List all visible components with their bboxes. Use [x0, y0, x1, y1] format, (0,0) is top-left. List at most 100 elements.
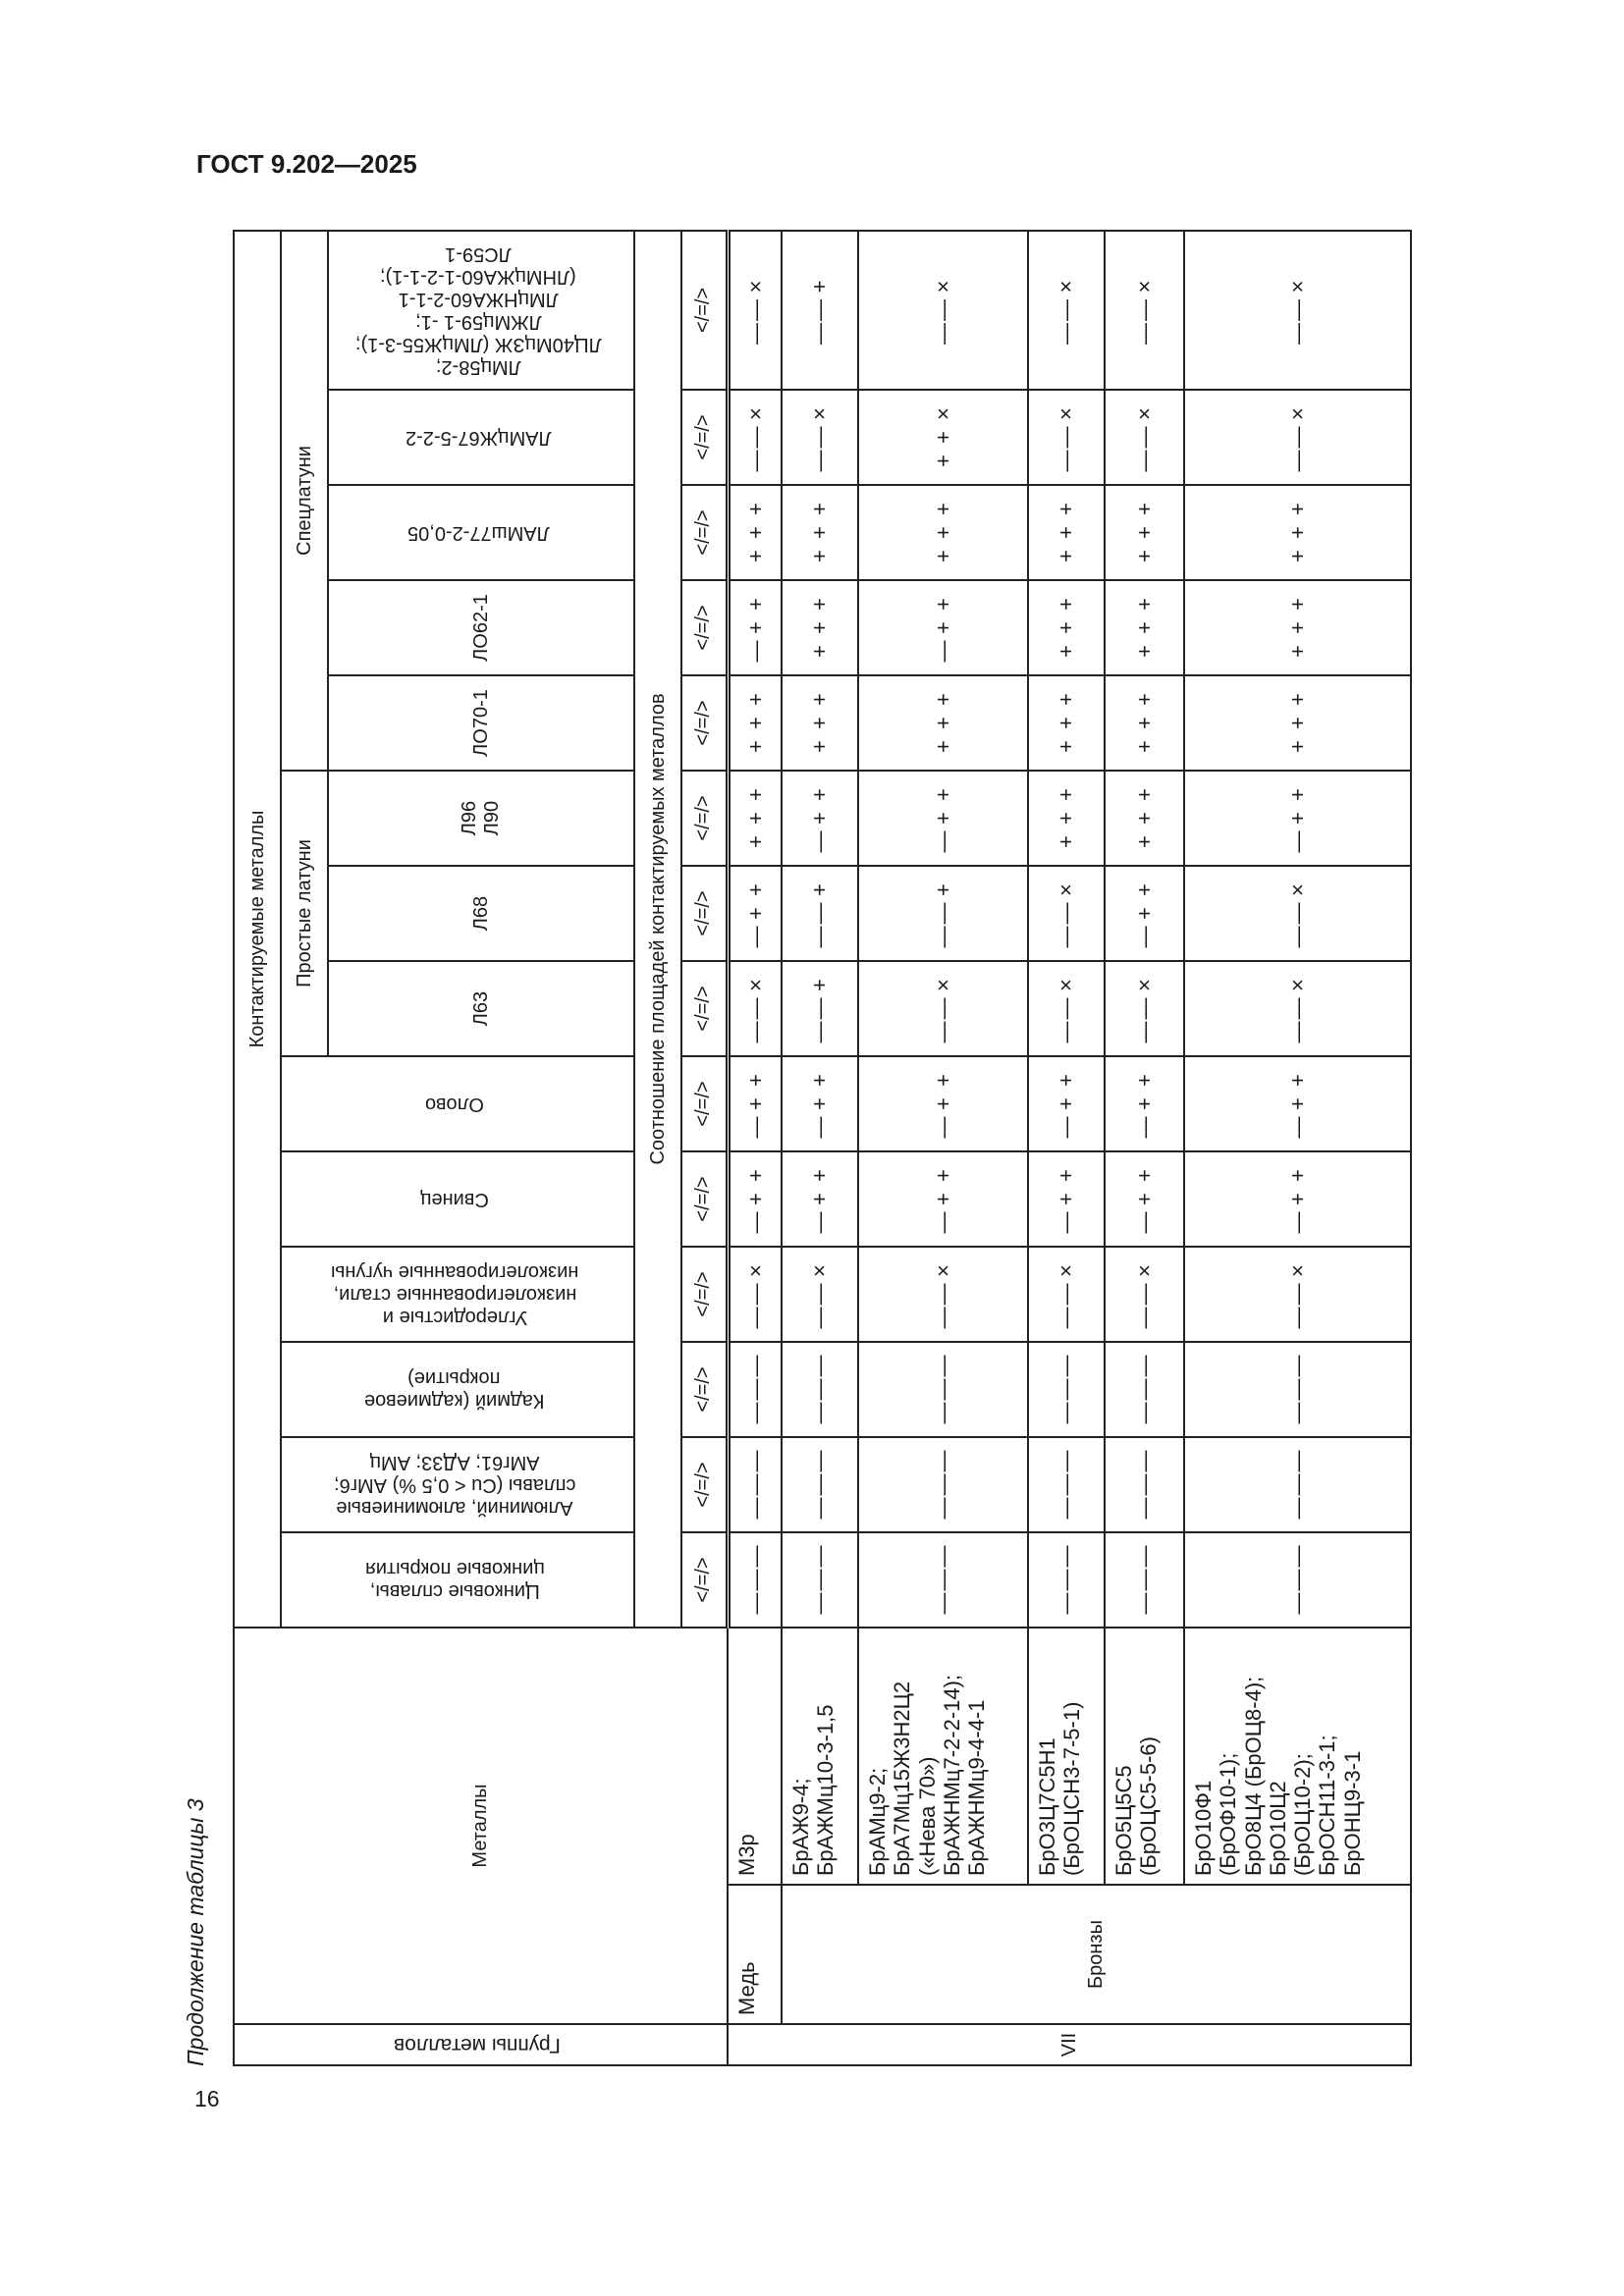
- equal-ratio-symbol: +: [1284, 812, 1310, 825]
- column-header: ЛМц58-2; ЛЦ40МцЗЖ (ЛМцЖ55-3-1); ЛЖМц59-1…: [328, 230, 634, 390]
- greater-ratio-symbol: +: [930, 1169, 955, 1182]
- equal-ratio-symbol: +: [930, 621, 955, 634]
- greater-ratio-symbol: —: [1284, 1450, 1310, 1472]
- less-ratio-symbol: —: [807, 830, 833, 853]
- column-header-text: ЛАМцЖ67-5-2-2: [405, 427, 552, 449]
- column-header: Олово: [281, 1056, 634, 1151]
- less-ratio-symbol: —: [742, 450, 768, 472]
- column-header-text: Л63: [469, 990, 492, 1027]
- compatibility-cell: —— ×: [1184, 1247, 1411, 1342]
- compatibility-cell: —— ×: [1105, 1247, 1184, 1342]
- less-ratio-symbol: —: [930, 926, 955, 948]
- less-ratio-symbol: —: [1054, 926, 1079, 948]
- greater-ratio-symbol: ×: [1054, 979, 1079, 991]
- metal-name: БрО3Ц7С5Н1 (БрОЦСН3-7-5-1): [1028, 1628, 1105, 1885]
- less-ratio-symbol: +: [1284, 645, 1310, 658]
- equal-ratio-symbol: —: [1054, 298, 1079, 321]
- compatibility-cell: ———: [858, 1342, 1028, 1437]
- greater-ratio-symbol: +: [930, 503, 955, 515]
- greater-ratio-symbol: —: [742, 1545, 768, 1568]
- compatibility-cell: + + +: [728, 675, 782, 771]
- greater-ratio-symbol: ×: [742, 280, 768, 294]
- equal-ratio-symbol: +: [1284, 621, 1310, 634]
- less-ratio-symbol: —: [807, 1211, 833, 1234]
- compatibility-cell: —— ×: [1184, 230, 1411, 390]
- greater-ratio-symbol: +: [1054, 788, 1079, 801]
- greater-ratio-symbol: +: [742, 503, 768, 515]
- equal-ratio-symbol: +: [742, 717, 768, 729]
- less-ratio-symbol: +: [807, 740, 833, 753]
- less-ratio-symbol: —: [807, 1592, 833, 1615]
- less-ratio-symbol: +: [1131, 645, 1157, 658]
- less-ratio-symbol: —: [1131, 1116, 1157, 1139]
- ratio-symbol-header-text: </=/>: [692, 1176, 715, 1222]
- column-header-text: Углеродистые и низколегированные стали, …: [330, 1261, 579, 1328]
- column-header-text: ЛО70-1: [469, 689, 492, 757]
- compatibility-cell: ———: [1028, 1532, 1105, 1628]
- less-ratio-symbol: —: [1131, 1402, 1157, 1424]
- ratio-symbol-header-text: </=/>: [692, 1271, 715, 1317]
- greater-ratio-symbol: —: [742, 1355, 768, 1377]
- less-ratio-symbol: —: [807, 1116, 833, 1139]
- greater-ratio-symbol: +: [742, 883, 768, 896]
- equal-ratio-symbol: —: [807, 1473, 833, 1496]
- greater-ratio-symbol: +: [807, 883, 833, 896]
- less-ratio-symbol: —: [1131, 450, 1157, 472]
- greater-ratio-symbol: +: [1284, 693, 1310, 706]
- greater-ratio-symbol: +: [1131, 598, 1157, 611]
- column-header-text: Олово: [425, 1094, 484, 1115]
- compatibility-cell: + + +: [782, 485, 858, 580]
- greater-ratio-symbol: +: [807, 1169, 833, 1182]
- greater-ratio-symbol: —: [1054, 1545, 1079, 1568]
- greater-ratio-symbol: +: [1131, 503, 1157, 515]
- compatibility-cell: — + +: [1105, 1151, 1184, 1247]
- compatibility-cell: ———: [1105, 1532, 1184, 1628]
- less-ratio-symbol: —: [930, 1497, 955, 1520]
- greater-ratio-symbol: +: [742, 598, 768, 611]
- compatibility-cell: — + +: [1028, 1056, 1105, 1151]
- compatibility-cell: —— ×: [782, 1247, 858, 1342]
- equal-ratio-symbol: —: [1131, 1569, 1157, 1591]
- greater-ratio-symbol: +: [742, 1169, 768, 1182]
- column-header-text: Л68: [469, 895, 492, 932]
- equal-ratio-symbol: +: [807, 717, 833, 729]
- ratio-symbol-header: </=/>: [681, 1151, 728, 1247]
- compatibility-cell: —— ×: [858, 961, 1028, 1056]
- less-ratio-symbol: —: [742, 1402, 768, 1424]
- equal-ratio-symbol: +: [1054, 1097, 1079, 1110]
- metal-name: БрАМц9-2; БрА7Мц15Ж3Н2Ц2 («Нева 70») БрА…: [858, 1628, 1028, 1885]
- equal-ratio-symbol: —: [1284, 1473, 1310, 1496]
- metal-name-text: М3р: [734, 1834, 759, 1876]
- less-ratio-symbol: —: [1284, 1592, 1310, 1615]
- compatibility-cell: —— ×: [728, 961, 782, 1056]
- column-header: Свинец: [281, 1151, 634, 1247]
- less-ratio-symbol: —: [807, 926, 833, 948]
- greater-ratio-symbol: +: [1054, 1074, 1079, 1087]
- less-ratio-symbol: —: [930, 1021, 955, 1043]
- ratio-symbol-header: </=/>: [681, 675, 728, 771]
- compatibility-cell: —— ×: [728, 230, 782, 390]
- column-header: ЛО62-1: [328, 580, 634, 675]
- table-row: БрАМц9-2; БрА7Мц15Ж3Н2Ц2 («Нева 70») БрА…: [858, 230, 1028, 2065]
- less-ratio-symbol: +: [930, 454, 955, 467]
- greater-ratio-symbol: ×: [930, 1264, 955, 1277]
- compatibility-cell: — + +: [782, 1151, 858, 1247]
- less-ratio-symbol: —: [1284, 322, 1310, 345]
- ratio-symbol-header-text: </=/>: [692, 287, 715, 334]
- greater-ratio-symbol: +: [1054, 1169, 1079, 1182]
- less-ratio-symbol: —: [742, 926, 768, 948]
- less-ratio-symbol: +: [1284, 740, 1310, 753]
- compatibility-cell: —— +: [782, 961, 858, 1056]
- less-ratio-symbol: —: [1284, 926, 1310, 948]
- compatibility-cell: — + +: [858, 580, 1028, 675]
- equal-ratio-symbol: +: [1284, 526, 1310, 539]
- compatibility-cell: —— +: [782, 866, 858, 961]
- greater-ratio-symbol: ×: [742, 1264, 768, 1277]
- equal-ratio-symbol: +: [1284, 1193, 1310, 1205]
- table-row: Бронзы БрАЖ9-4; БрАЖМц10-3-1,5 ——— ——— ——— ——…: [782, 230, 1411, 2065]
- less-ratio-symbol: —: [1131, 1021, 1157, 1043]
- equal-ratio-symbol: —: [930, 1473, 955, 1496]
- compatibility-cell: — + +: [1184, 771, 1411, 866]
- less-ratio-symbol: —: [1284, 1402, 1310, 1424]
- compatibility-cell: + + +: [1105, 675, 1184, 771]
